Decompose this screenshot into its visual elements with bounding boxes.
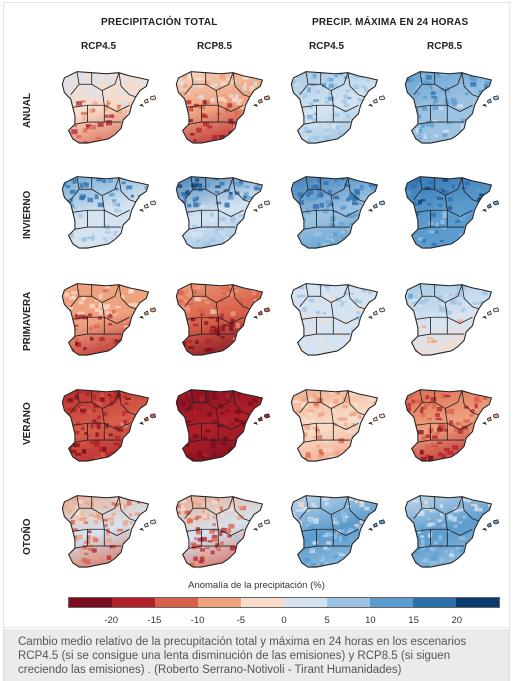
row-label-otono: OTOÑO	[22, 518, 33, 555]
legend-tick-label: 15	[408, 615, 419, 626]
row-label-verano: VERANO	[22, 402, 33, 445]
legend-swatch	[112, 598, 155, 607]
anomaly-map	[56, 381, 161, 476]
anomaly-map	[170, 381, 275, 476]
header-precipitacion-total: PRECIPITACIÓN TOTAL	[101, 17, 218, 28]
anomaly-map	[285, 381, 390, 476]
legend-swatch	[370, 598, 413, 607]
anomaly-map	[399, 168, 504, 263]
anomaly-map	[399, 63, 504, 158]
scenario-label: RCP4.5	[81, 41, 117, 52]
legend-tick-label: 20	[451, 615, 463, 626]
legend-swatch	[413, 598, 456, 607]
legend-tick-label: -20	[104, 615, 119, 626]
row-label-invierno: INVIERNO	[22, 190, 33, 239]
anomaly-map	[285, 487, 390, 582]
scenario-label: RCP4.5	[309, 41, 345, 52]
figure-caption: Cambio medio relativo de la precupitació…	[18, 636, 467, 676]
legend-title: Anomalía de la precipitación (%)	[188, 580, 325, 591]
anomaly-map	[285, 63, 390, 158]
anomaly-map	[170, 275, 275, 370]
anomaly-map	[56, 168, 161, 263]
anomaly-map	[399, 487, 504, 582]
row-label-anual: ANUAL	[22, 93, 33, 128]
legend-tick-label: -5	[236, 615, 246, 626]
legend-tick-label: -15	[147, 615, 162, 626]
legend-swatch	[69, 598, 112, 607]
legend-tick-label: -10	[190, 615, 205, 626]
anomaly-map	[56, 487, 161, 582]
anomaly-map	[285, 168, 390, 263]
legend-swatch	[241, 598, 284, 607]
legend-tick-label: 0	[281, 615, 287, 626]
scenario-label: RCP8.5	[427, 41, 463, 52]
legend-color-bar	[68, 597, 500, 608]
caption-box: Cambio medio relativo de la precupitació…	[3, 629, 510, 681]
header-precip-maxima-24h: PRECIP. MÁXIMA EN 24 HORAS	[312, 17, 469, 28]
legend-swatch	[327, 598, 370, 607]
anomaly-map	[170, 63, 275, 158]
anomaly-map	[285, 275, 390, 370]
anomaly-map	[170, 487, 275, 582]
anomaly-map	[399, 381, 504, 476]
legend-swatch	[456, 598, 499, 607]
legend-tick-label: 5	[324, 615, 330, 626]
anomaly-map	[399, 275, 504, 370]
legend-tick-label: 10	[365, 615, 376, 626]
anomaly-map	[56, 63, 161, 158]
figure-panel: PRECIPITACIÓN TOTAL PRECIP. MÁXIMA EN 24…	[3, 2, 510, 628]
legend-swatch	[198, 598, 241, 607]
legend-swatch	[284, 598, 327, 607]
scenario-label: RCP8.5	[197, 41, 233, 52]
anomaly-map	[56, 275, 161, 370]
row-label-primavera: PRIMAVERA	[22, 291, 33, 351]
anomaly-map	[170, 168, 275, 263]
legend-swatch	[155, 598, 198, 607]
